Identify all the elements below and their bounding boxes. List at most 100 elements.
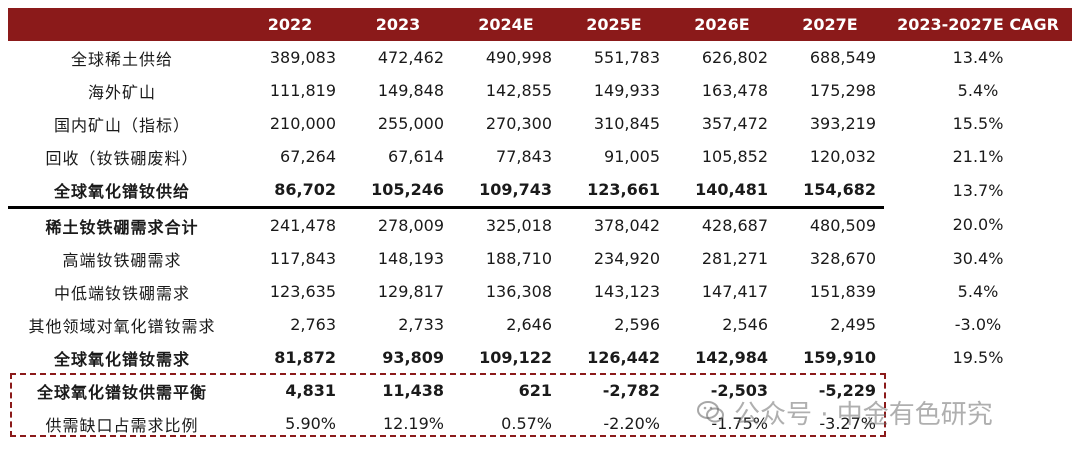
- cagr-value: 5.4%: [957, 81, 999, 100]
- cell-value: 154,682: [776, 173, 884, 209]
- row-label: 稀土钕铁硼需求合计: [45, 217, 199, 237]
- cell-value: 328,670: [809, 249, 876, 268]
- cell-value: 149,933: [593, 81, 660, 100]
- cell-value: 2,733: [398, 315, 444, 334]
- cell-value: 188,710: [485, 249, 552, 268]
- row-label: 全球氧化镨钕供给: [8, 173, 236, 209]
- cell-value: 551,783: [593, 48, 660, 67]
- table-row: 国内矿山（指标） 210,000 255,000 270,300 310,845…: [8, 107, 1072, 140]
- row-label: 其他领域对氧化镨钕需求: [28, 316, 216, 336]
- cell-value: 389,083: [269, 48, 336, 67]
- row-label: 中低端钕铁硼需求: [53, 283, 190, 303]
- table-row: 全球氧化镨钕需求 81,872 93,809 109,122 126,442 1…: [8, 341, 1072, 374]
- row-label: 全球氧化镨钕供需平衡: [36, 382, 207, 402]
- cell-value: 175,298: [809, 81, 876, 100]
- table-row: 稀土钕铁硼需求合计 241,478 278,009 325,018 378,04…: [8, 208, 1072, 243]
- cell-value: 2,495: [830, 315, 876, 334]
- header-cell: 2026E: [668, 8, 776, 41]
- cell-value: 621: [518, 381, 552, 400]
- cell-value: 123,661: [560, 173, 668, 209]
- cell-value: 310,845: [593, 114, 660, 133]
- cell-value: 278,009: [377, 216, 444, 235]
- cell-value: 123,635: [269, 282, 336, 301]
- row-label: 高端钕铁硼需求: [62, 250, 182, 270]
- cell-value: 109,743: [452, 173, 560, 209]
- cagr-value: [884, 374, 1072, 407]
- cell-value: 0.57%: [501, 414, 552, 433]
- cell-value: 140,481: [668, 173, 776, 209]
- cell-value: 472,462: [377, 48, 444, 67]
- row-label: 回收（钕铁硼废料）: [45, 148, 199, 168]
- table-row: 全球氧化镨钕供需平衡 4,831 11,438 621 -2,782 -2,50…: [8, 374, 1072, 407]
- table-row: 其他领域对氧化镨钕需求 2,763 2,733 2,646 2,596 2,54…: [8, 308, 1072, 341]
- cell-value: 148,193: [377, 249, 444, 268]
- cell-value: 2,763: [290, 315, 336, 334]
- header-cell: 2023: [344, 8, 452, 41]
- header-cell: 2025E: [560, 8, 668, 41]
- header-row: 2022 2023 2024E 2025E 2026E 2027E 2023-2…: [8, 8, 1072, 41]
- cell-value: 4,831: [285, 381, 336, 400]
- header-cell: 2023-2027E CAGR: [884, 8, 1072, 41]
- cell-value: 210,000: [269, 114, 336, 133]
- table-row: 供需缺口占需求比例 5.90% 12.19% 0.57% -2.20% -1.7…: [8, 407, 1072, 440]
- row-label: 全球稀土供给: [70, 49, 173, 69]
- cell-value: 163,478: [701, 81, 768, 100]
- table-row: 高端钕铁硼需求 117,843 148,193 188,710 234,920 …: [8, 242, 1072, 275]
- cell-value: 281,271: [701, 249, 768, 268]
- cell-value: 93,809: [382, 348, 444, 367]
- table-row: 中低端钕铁硼需求 123,635 129,817 136,308 143,123…: [8, 275, 1072, 308]
- row-label: 国内矿山（指标）: [53, 115, 190, 135]
- table-row: 全球氧化镨钕供给 86,702 105,246 109,743 123,661 …: [8, 173, 1072, 209]
- cagr-value: 5.4%: [957, 282, 999, 301]
- header-cell: 2024E: [452, 8, 560, 41]
- cagr-value: 13.4%: [952, 48, 1004, 67]
- header-cell: [8, 8, 236, 41]
- cell-value: 147,417: [701, 282, 768, 301]
- cell-value: 86,702: [236, 173, 344, 209]
- cell-value: 428,687: [701, 216, 768, 235]
- cell-value: 241,478: [269, 216, 336, 235]
- cell-value: 105,852: [701, 147, 768, 166]
- cell-value: 149,848: [377, 81, 444, 100]
- cell-value: -2,503: [710, 381, 768, 400]
- cell-value: 77,843: [496, 147, 552, 166]
- cell-value: 142,855: [485, 81, 552, 100]
- cell-value: 378,042: [593, 216, 660, 235]
- cell-value: 129,817: [377, 282, 444, 301]
- cell-value: -1.75%: [711, 414, 768, 433]
- cell-value: 688,549: [809, 48, 876, 67]
- cagr-value: [884, 407, 1072, 440]
- row-label: 海外矿山: [87, 82, 156, 102]
- cell-value: -2,782: [602, 381, 660, 400]
- cell-value: 2,596: [614, 315, 660, 334]
- cell-value: 120,032: [809, 147, 876, 166]
- table-row: 海外矿山 111,819 149,848 142,855 149,933 163…: [8, 74, 1072, 107]
- cell-value: 109,122: [479, 348, 552, 367]
- header-cell: 2022: [236, 8, 344, 41]
- cell-value: 105,246: [344, 173, 452, 209]
- cell-value: 67,614: [388, 147, 444, 166]
- cell-value: 626,802: [701, 48, 768, 67]
- cell-value: 5.90%: [285, 414, 336, 433]
- cell-value: 357,472: [701, 114, 768, 133]
- cell-value: 117,843: [269, 249, 336, 268]
- header-cell: 2027E: [776, 8, 884, 41]
- cell-value: 490,998: [485, 48, 552, 67]
- cell-value: 67,264: [280, 147, 336, 166]
- cell-value: 325,018: [485, 216, 552, 235]
- row-label: 全球氧化镨钕需求: [53, 349, 190, 369]
- cagr-value: 20.0%: [952, 215, 1004, 235]
- cagr-value: 19.5%: [952, 348, 1004, 367]
- cell-value: 81,872: [274, 348, 336, 367]
- cell-value: 12.19%: [382, 414, 444, 433]
- cell-value: 143,123: [593, 282, 660, 301]
- table-row: 全球稀土供给 389,083 472,462 490,998 551,783 6…: [8, 41, 1072, 74]
- cell-value: 2,546: [722, 315, 768, 334]
- cagr-value: 15.5%: [952, 114, 1004, 133]
- cell-value: 255,000: [377, 114, 444, 133]
- cell-value: 159,910: [803, 348, 876, 367]
- cell-value: 126,442: [587, 348, 660, 367]
- table-row: 回收（钕铁硼废料） 67,264 67,614 77,843 91,005 10…: [8, 140, 1072, 173]
- cell-value: 142,984: [695, 348, 768, 367]
- cell-value: 234,920: [593, 249, 660, 268]
